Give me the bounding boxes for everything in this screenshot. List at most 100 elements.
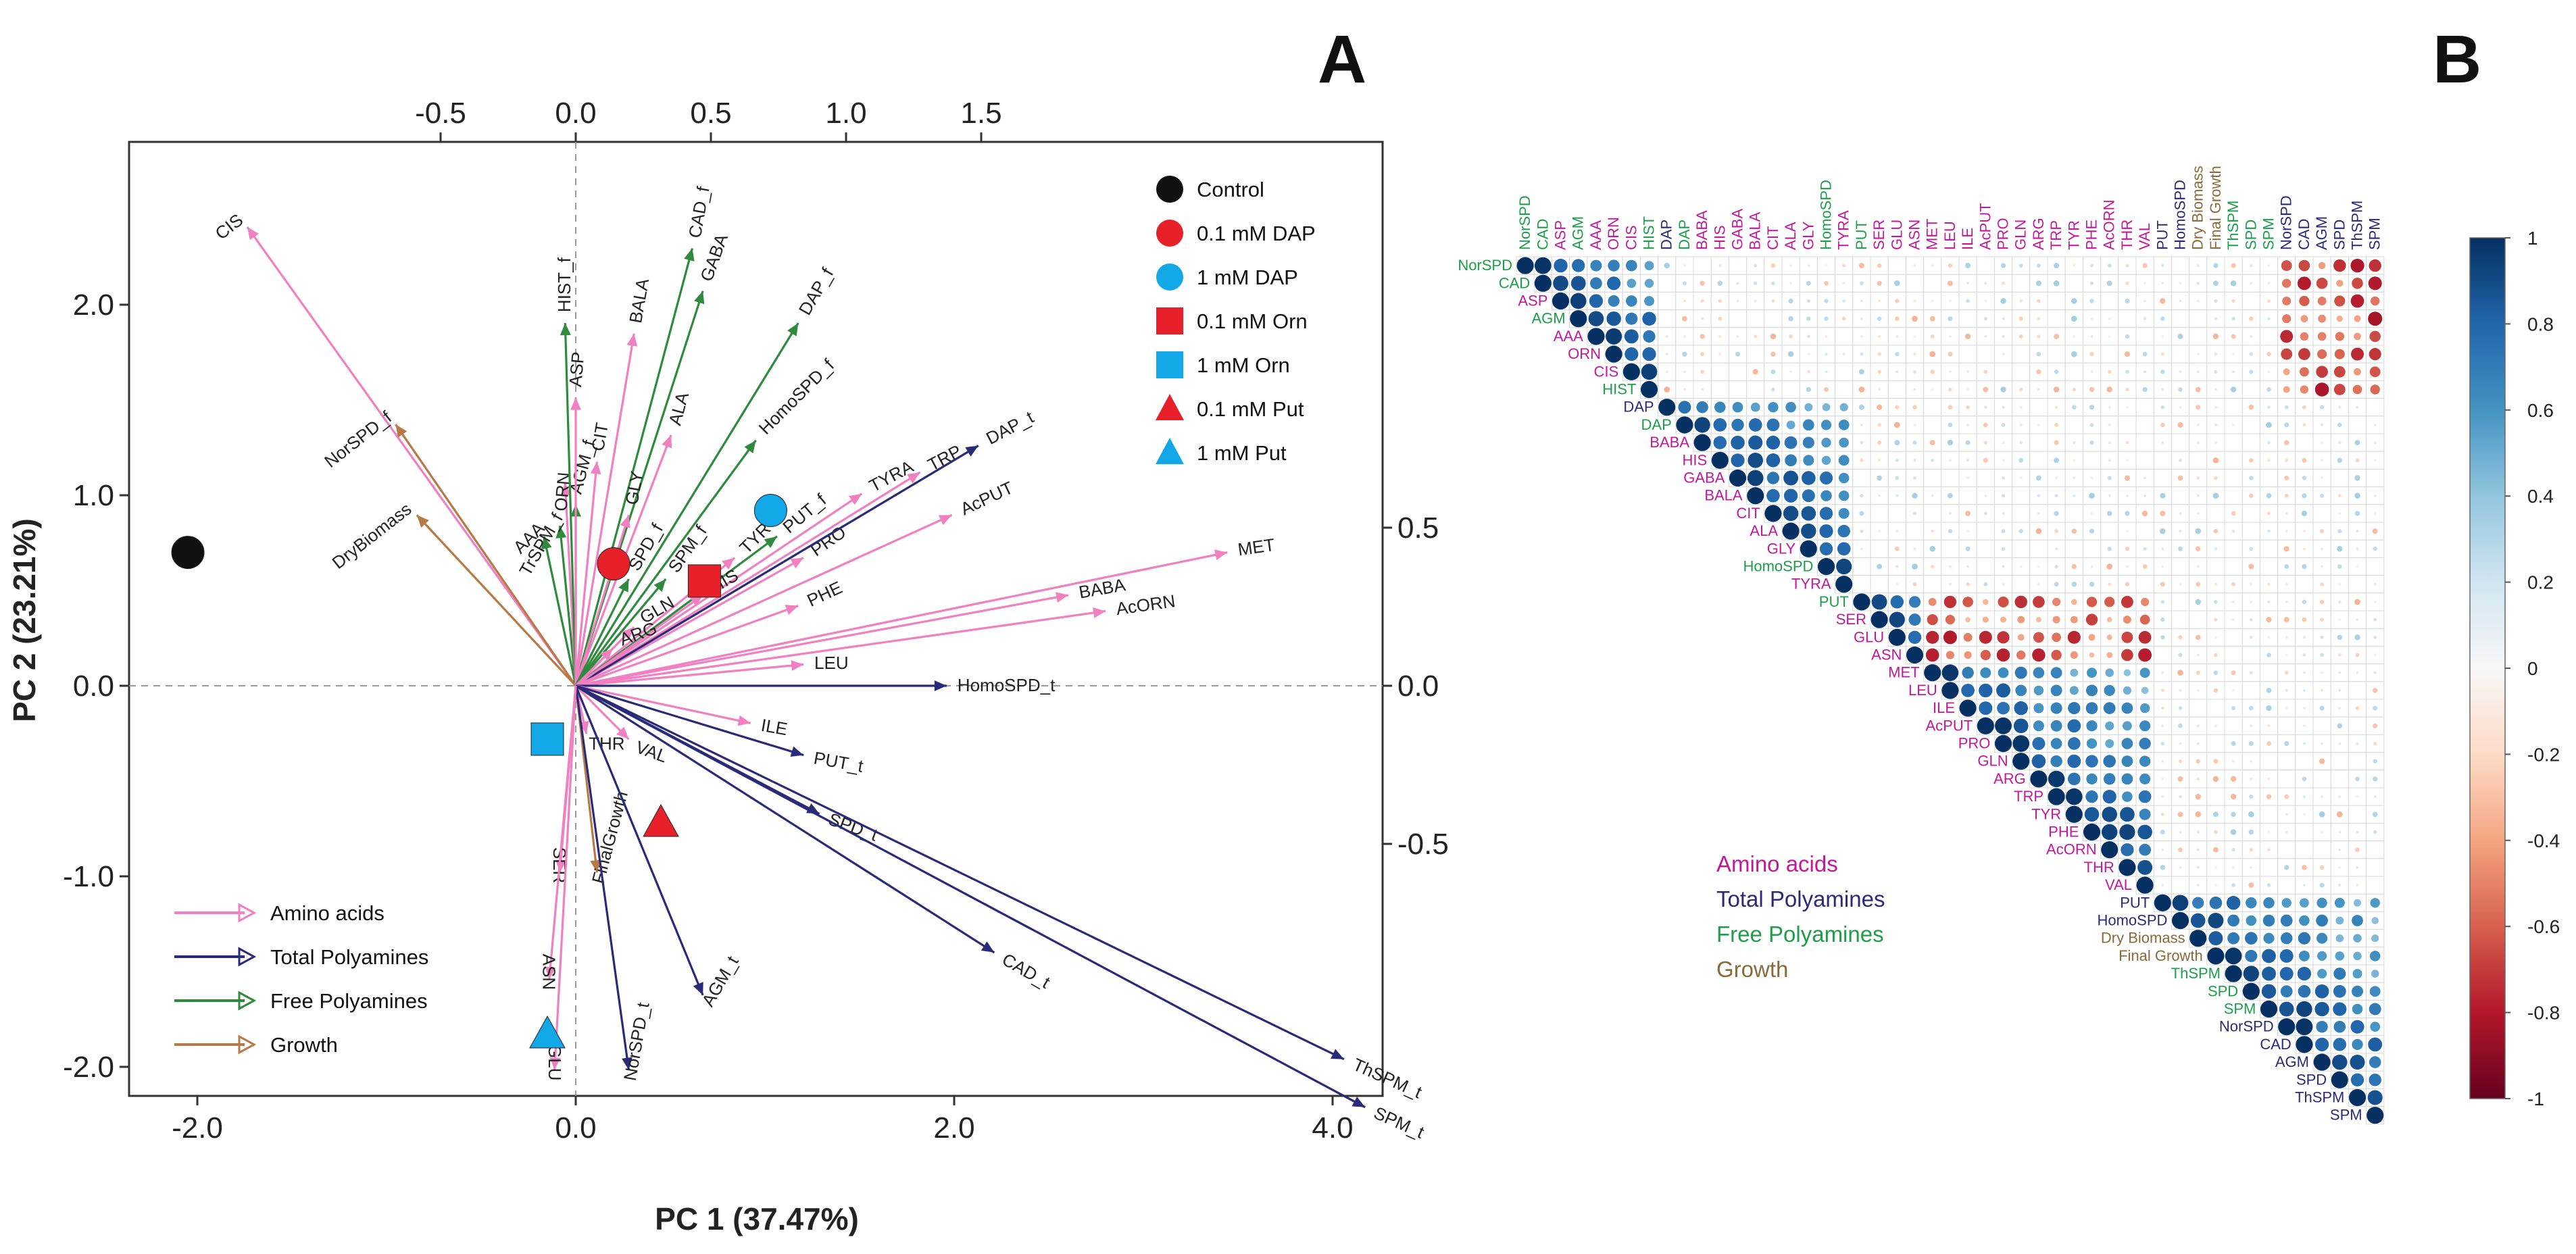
correlation-dot: [2179, 370, 2182, 374]
correlation-dot: [2142, 564, 2148, 569]
matrix-cell: [1852, 468, 1871, 488]
column-label: HIST: [1641, 216, 1658, 250]
correlation-dot: [2369, 366, 2381, 378]
matrix-cell: [2241, 433, 2260, 452]
matrix-cell: [1746, 380, 1765, 399]
axis-ticks: -2.0 0.0 2.0 4.0-2.0-1.00.01.02.0-0.5 0.0 0.5…: [63, 97, 1449, 1145]
correlation-dot: [1787, 351, 1794, 357]
correlation-dot: [2302, 636, 2306, 639]
matrix-cell: [1887, 345, 1906, 363]
correlation-dot: [1837, 524, 1850, 538]
correlation-dot: [1895, 316, 1900, 321]
correlation-dot: [2048, 788, 2065, 805]
panel-a-letter: A: [1318, 22, 1366, 97]
loading-arrowhead: [620, 515, 630, 528]
correlation-dot: [2338, 441, 2342, 445]
matrix-cell: [1976, 256, 1995, 275]
correlation-dot: [2317, 932, 2328, 944]
loading-label: DryBiomass: [328, 499, 416, 573]
correlation-dot: [1836, 558, 1852, 575]
correlation-dot: [2227, 914, 2240, 927]
matrix-cell: [1710, 380, 1729, 399]
matrix-cell: [2171, 327, 2190, 346]
correlation-dot: [2298, 950, 2310, 961]
correlation-dot: [2249, 547, 2254, 551]
correlation-dot: [2230, 280, 2237, 286]
correlation-dot: [2139, 843, 2151, 856]
correlation-dot: [2267, 653, 2271, 657]
correlation-dot: [2179, 511, 2182, 515]
correlation-dot: [1996, 683, 2010, 698]
correlation-dot: [1913, 388, 1916, 391]
correlation-dot: [2373, 600, 2377, 603]
correlation-dot: [2065, 805, 2083, 823]
correlation-dot: [1783, 488, 1798, 503]
matrix-cell: [1835, 309, 1854, 328]
correlation-dot: [2179, 795, 2182, 799]
matrix-cell: [2241, 416, 2260, 434]
correlation-dot: [2369, 1074, 2381, 1086]
matrix-cell: [1728, 309, 1748, 328]
legend-marker: [1156, 264, 1183, 291]
row-label: HomoSPD: [2097, 912, 2167, 929]
correlation-dot: [1931, 388, 1934, 391]
correlation-dot: [2320, 618, 2325, 622]
correlation-dot: [2037, 494, 2041, 497]
matrix-cell: [1852, 451, 1871, 470]
correlation-dot: [2248, 811, 2254, 818]
correlation-dot: [1948, 405, 1953, 409]
loading-arrow: [574, 685, 630, 1070]
matrix-cell: [2100, 291, 2119, 311]
loading-label: GLU: [545, 1045, 565, 1080]
correlation-dot: [2231, 705, 2236, 711]
correlation-dot: [1913, 353, 1916, 356]
correlation-dot: [2231, 316, 2235, 321]
correlation-dot: [2195, 811, 2201, 818]
correlation-dot: [2280, 914, 2293, 927]
correlation-dot: [1877, 280, 1882, 286]
correlation-dot: [2338, 795, 2342, 799]
column-label: AcORN: [2101, 199, 2118, 250]
matrix-cell: [2171, 716, 2190, 735]
matrix-group-legend-label: Free Polyamines: [1716, 922, 1884, 947]
correlation-dot: [1587, 328, 1605, 345]
matrix-cell: [2189, 699, 2208, 718]
correlation-dot: [2350, 1020, 2364, 1034]
correlation-dot: [2214, 423, 2218, 427]
correlation-dot: [1682, 281, 1687, 286]
row-label: THR: [2084, 859, 2114, 876]
matrix-cell: [2241, 681, 2260, 700]
correlation-dot: [2302, 707, 2306, 710]
correlation-dot: [2000, 386, 2006, 393]
correlation-dot: [2089, 493, 2095, 499]
column-label: PUT: [1853, 220, 1870, 250]
loading-arrowhead: [621, 627, 635, 640]
correlation-dot: [1966, 582, 1970, 586]
correlation-dot: [2214, 370, 2218, 374]
loading-arrow: [246, 226, 577, 686]
correlation-dot: [2302, 653, 2306, 657]
correlation-dot: [2161, 671, 2164, 674]
matrix-cell: [2118, 309, 2137, 328]
legend-label: 1 mM DAP: [1197, 266, 1298, 289]
group-legend-arrowhead: [238, 990, 257, 1011]
correlation-dot: [2160, 600, 2165, 604]
correlation-dot: [2316, 1021, 2328, 1033]
correlation-dot: [2284, 422, 2289, 428]
correlation-dot: [2267, 370, 2271, 374]
correlation-dot: [2067, 630, 2081, 644]
group-legend-arrowhead: [238, 903, 257, 923]
correlation-dot: [2260, 1000, 2278, 1018]
correlation-dot: [2231, 582, 2236, 586]
row-label: GLN: [1977, 753, 2008, 770]
correlation-dot: [1906, 646, 1924, 664]
correlation-dot: [2225, 965, 2242, 982]
correlation-dot: [2338, 830, 2342, 834]
matrix-cell: [2277, 770, 2296, 788]
correlation-dot: [2338, 405, 2342, 409]
correlation-dot: [2002, 441, 2005, 445]
matrix-cell: [2312, 504, 2331, 523]
correlation-dot: [1700, 299, 1704, 303]
correlation-dot: [2302, 547, 2306, 551]
correlation-dot: [2125, 370, 2129, 374]
